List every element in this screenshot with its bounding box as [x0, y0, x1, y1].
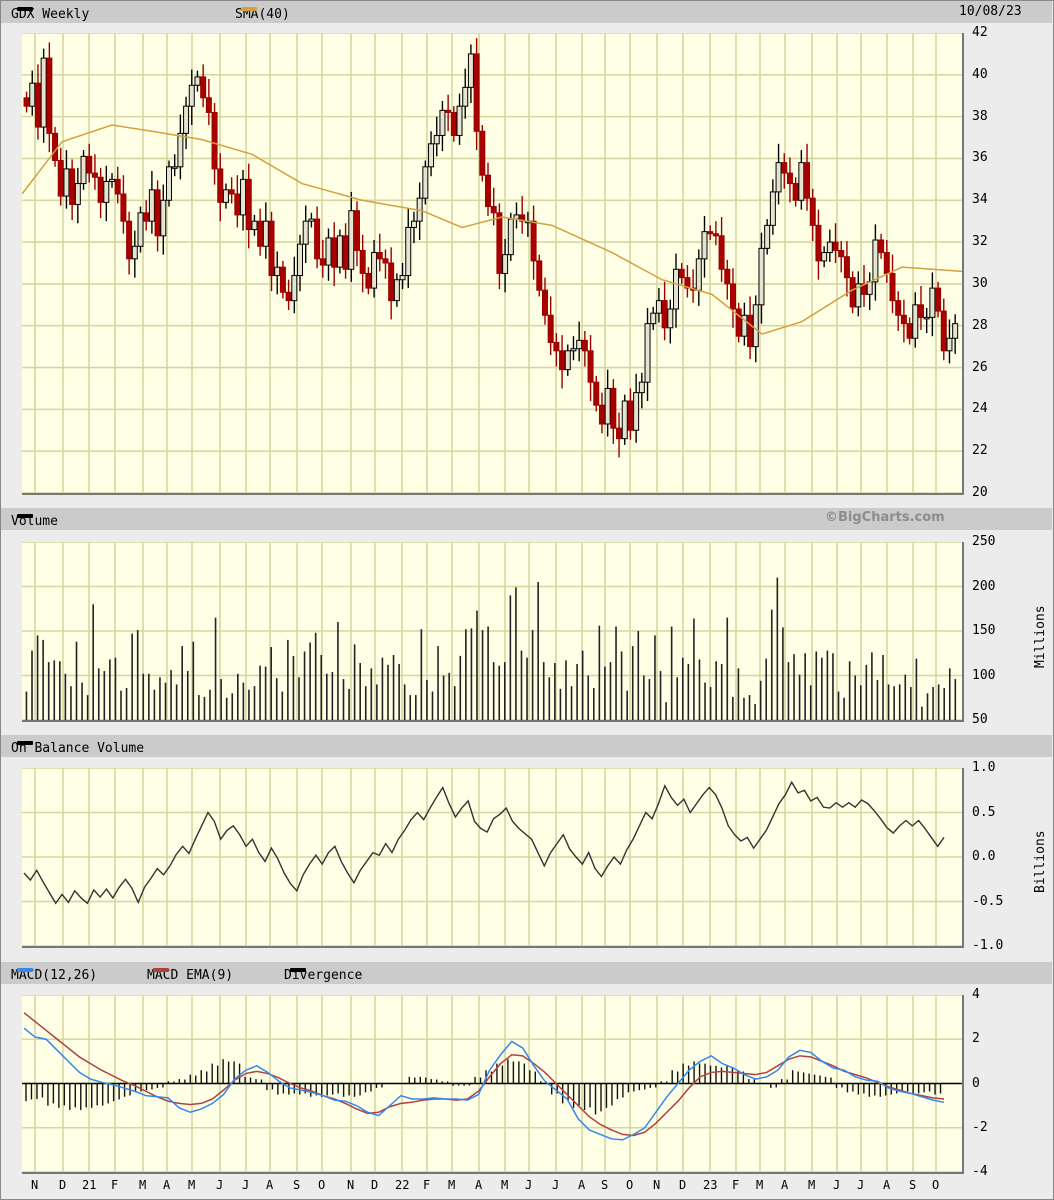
sma-swatch-icon — [241, 7, 257, 11]
y-tick-label: 4 — [972, 987, 980, 1002]
y-tick-label: 200 — [972, 578, 996, 594]
obv-unit: Billions — [1033, 830, 1048, 893]
y-tick-label: 34 — [972, 192, 988, 208]
price-plot — [22, 33, 964, 495]
y-tick-label: 0.5 — [972, 804, 996, 820]
x-tick-label: M — [808, 1178, 816, 1192]
y-tick-label: 150 — [972, 623, 996, 638]
y-tick-label: -2 — [972, 1119, 988, 1135]
price-header: GDX Weekly SMA(40) 10/08/23 — [1, 1, 1052, 23]
x-tick-label: J — [552, 1178, 560, 1192]
y-tick-label: 24 — [972, 401, 988, 417]
volume-bars — [22, 542, 962, 720]
x-tick-label: M — [756, 1178, 764, 1192]
x-tick-label: M — [188, 1178, 196, 1192]
y-tick-label: 2 — [972, 1031, 980, 1047]
obv-swatch-icon — [17, 741, 33, 745]
x-tick-label: A — [781, 1178, 789, 1192]
macd-swatch-icon — [17, 968, 33, 972]
volume-plot — [22, 542, 964, 722]
chart-date: 10/08/23 — [959, 4, 1022, 19]
y-tick-label: 38 — [972, 108, 988, 124]
x-tick-label: D — [679, 1178, 687, 1192]
y-tick-label: 36 — [972, 150, 988, 166]
y-tick-label: 100 — [972, 667, 996, 683]
x-tick-label: J — [216, 1178, 224, 1192]
divergence-swatch-icon — [290, 968, 306, 972]
y-tick-label: 40 — [972, 66, 988, 82]
x-tick-label: O — [932, 1178, 940, 1192]
macd-header: MACD(12,26) MACD EMA(9) Divergence — [1, 962, 1052, 984]
y-tick-label: -4 — [972, 1164, 988, 1179]
x-tick-label: F — [732, 1178, 740, 1192]
y-tick-label: 250 — [972, 534, 996, 549]
x-tick-label: A — [266, 1178, 274, 1192]
price-swatch-icon — [17, 7, 33, 11]
obv-plot — [22, 768, 964, 948]
x-tick-label: 23 — [703, 1178, 718, 1192]
volume-swatch-icon — [17, 514, 33, 518]
y-tick-label: 30 — [972, 275, 988, 291]
x-tick-label: D — [59, 1178, 67, 1192]
x-tick-label: A — [578, 1178, 586, 1192]
x-tick-label: M — [501, 1178, 509, 1192]
x-tick-label: S — [293, 1178, 301, 1192]
y-tick-label: 28 — [972, 317, 988, 333]
x-tick-label: 21 — [82, 1178, 97, 1192]
x-tick-label: S — [601, 1178, 609, 1192]
x-tick-label: J — [833, 1178, 841, 1192]
x-tick-label: A — [883, 1178, 891, 1192]
y-tick-label: 20 — [972, 485, 988, 500]
y-tick-label: 50 — [972, 712, 988, 727]
x-tick-label: 22 — [395, 1178, 410, 1192]
x-tick-label: F — [423, 1178, 431, 1192]
macd-lines — [22, 995, 962, 1172]
obv-header: On Balance Volume — [1, 735, 1052, 757]
x-tick-label: N — [653, 1178, 661, 1192]
x-tick-label: M — [139, 1178, 147, 1192]
x-tick-label: M — [448, 1178, 456, 1192]
macd-plot — [22, 995, 964, 1174]
obv-line — [22, 768, 962, 946]
x-tick-label: S — [909, 1178, 917, 1192]
volume-unit: Millions — [1033, 605, 1048, 668]
x-tick-label: O — [318, 1178, 326, 1192]
x-tick-label: J — [525, 1178, 533, 1192]
y-tick-label: -0.5 — [972, 893, 1004, 909]
y-tick-label: 1.0 — [972, 760, 996, 775]
candlestick-chart — [22, 33, 962, 493]
x-tick-label: A — [163, 1178, 171, 1192]
x-tick-label: O — [626, 1178, 634, 1192]
y-tick-label: 26 — [972, 359, 988, 375]
y-tick-label: 32 — [972, 234, 988, 250]
x-tick-label: N — [31, 1178, 39, 1192]
x-tick-label: F — [111, 1178, 119, 1192]
x-tick-label: J — [242, 1178, 250, 1192]
x-tick-label: A — [475, 1178, 483, 1192]
y-tick-label: 0 — [972, 1075, 980, 1091]
y-tick-label: 42 — [972, 25, 988, 40]
x-tick-label: D — [371, 1178, 379, 1192]
bigcharts-brand: ©BigCharts.com — [825, 510, 945, 525]
volume-header: Volume ©BigCharts.com — [1, 508, 1052, 530]
y-tick-label: 0.0 — [972, 849, 996, 864]
y-tick-label: 22 — [972, 443, 988, 459]
ema-swatch-icon — [153, 968, 169, 972]
x-tick-label: J — [857, 1178, 865, 1192]
x-tick-label: N — [347, 1178, 355, 1192]
y-tick-label: -1.0 — [972, 938, 1004, 953]
